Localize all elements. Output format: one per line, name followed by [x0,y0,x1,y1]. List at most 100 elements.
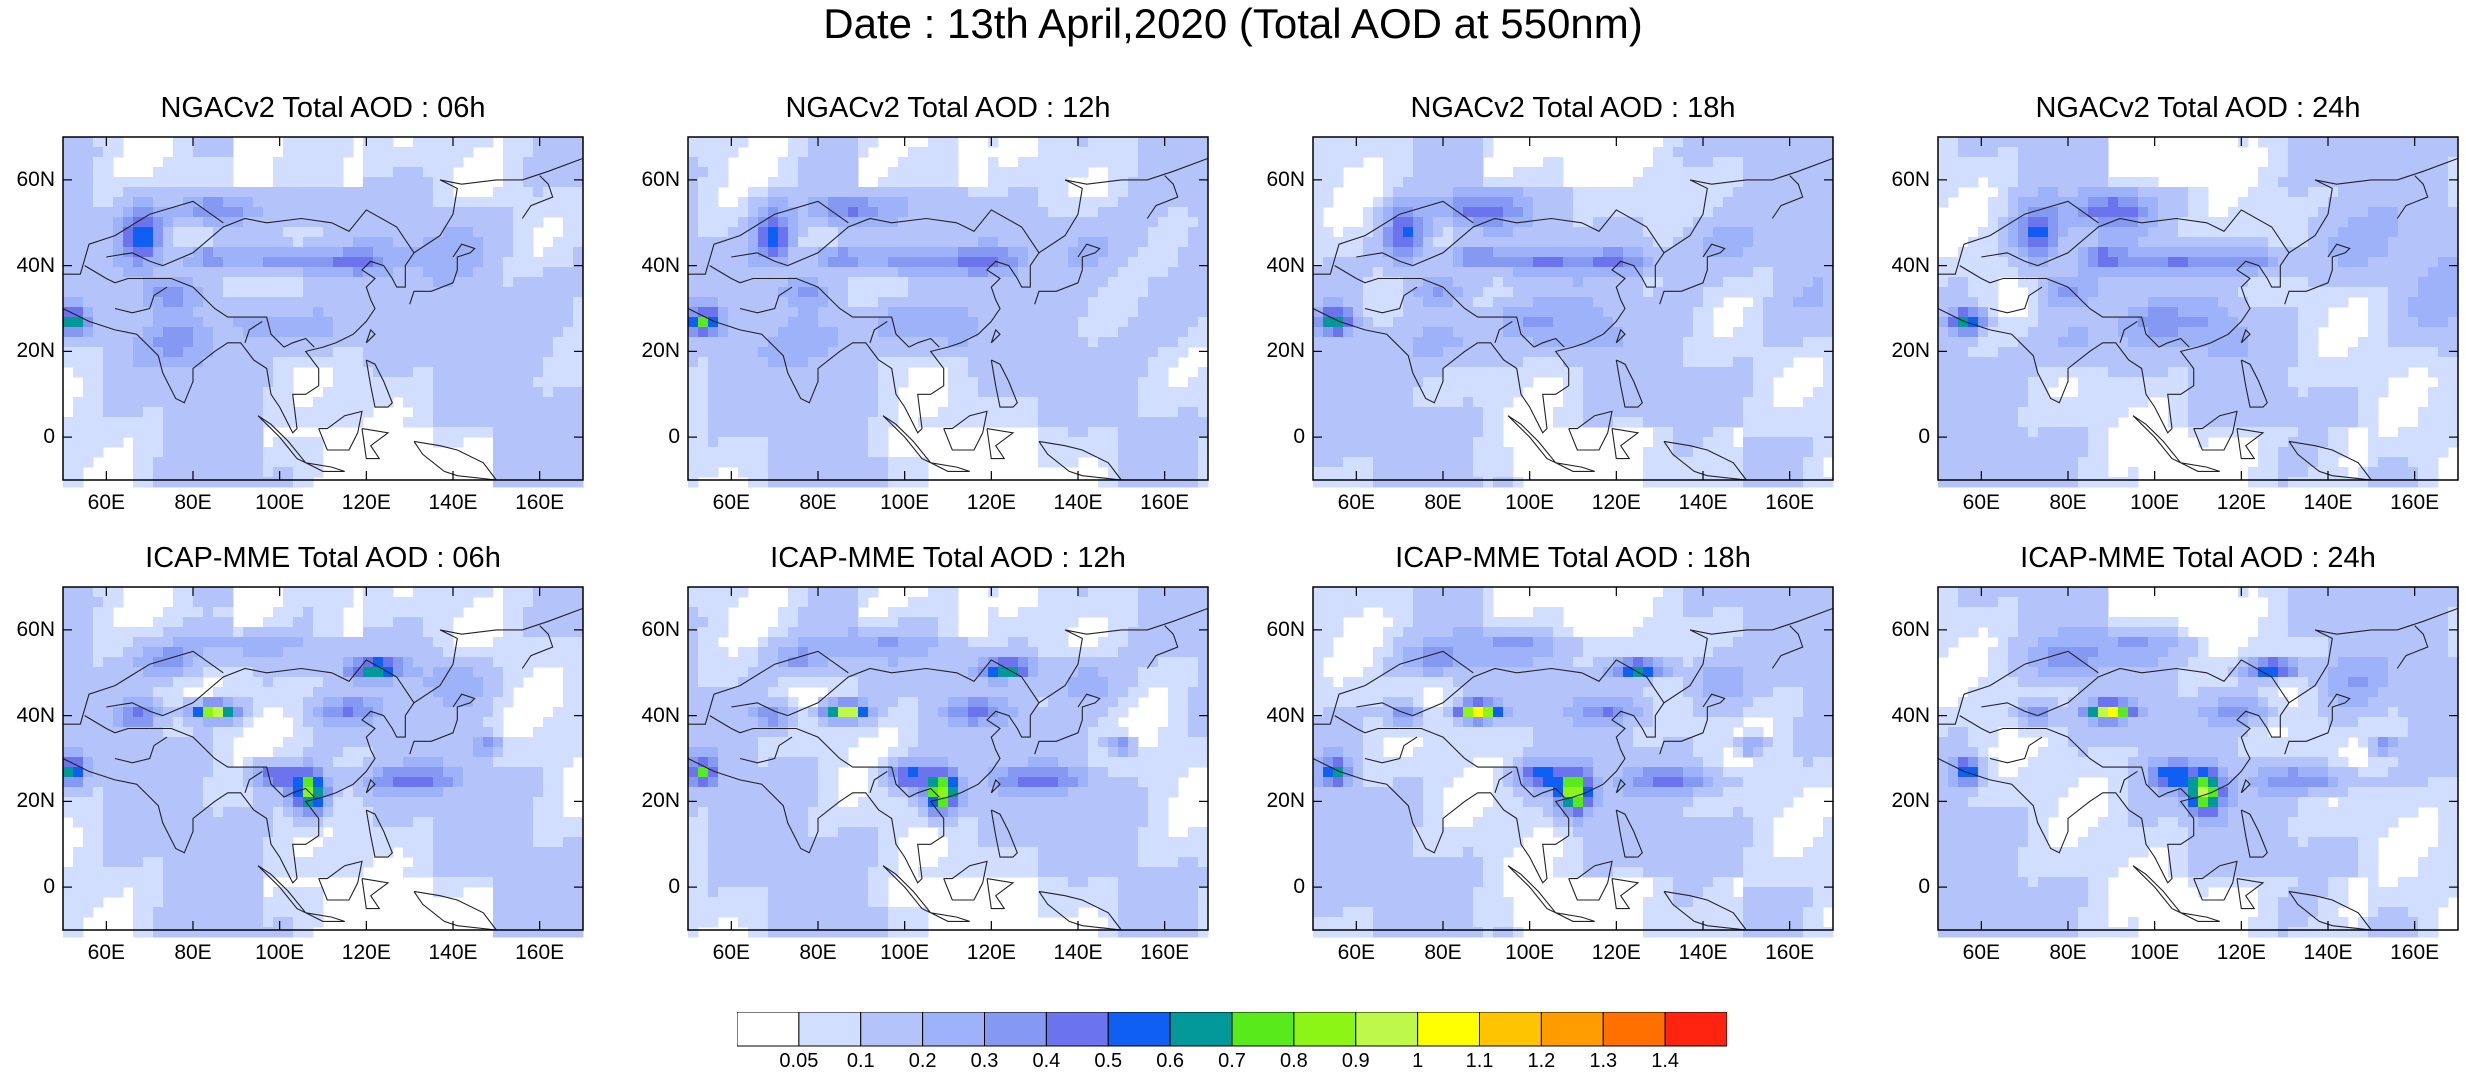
y-tick-label: 20N [1870,790,1930,812]
aod-field [1313,587,1834,938]
colorbar-label: 0.2 [893,1050,953,1072]
colorbar-label: 1.1 [1450,1050,1510,1072]
x-tick-label: 140E [1668,492,1738,514]
aod-field [1938,137,2459,488]
x-tick-label: 120E [331,492,401,514]
x-tick-label: 100E [2120,942,2190,964]
y-tick-label: 40N [0,705,55,727]
panel-title: ICAP-MME Total AOD : 12h [648,542,1248,574]
x-tick-label: 100E [1495,942,1565,964]
y-tick-label: 40N [1870,255,1930,277]
x-tick-label: 100E [2120,492,2190,514]
y-tick-label: 60N [1870,169,1930,191]
x-tick-label: 100E [245,942,315,964]
y-tick-label: 60N [1245,619,1305,641]
x-tick-label: 140E [418,492,488,514]
colorbar-label: 1.4 [1635,1050,1695,1072]
x-tick-label: 140E [1668,942,1738,964]
y-tick-label: 0 [1870,876,1930,898]
x-tick-label: 60E [1946,942,2016,964]
panel-title: NGACv2 Total AOD : 18h [1273,92,1873,124]
x-tick-label: 120E [1581,492,1651,514]
aod-map [1313,587,1833,930]
aod-map [1313,137,1833,480]
x-tick-label: 160E [1755,492,1825,514]
y-tick-label: 40N [1870,705,1930,727]
x-tick-label: 80E [2033,942,2103,964]
x-tick-label: 100E [1495,492,1565,514]
colorbar-swatch [1480,1012,1542,1046]
colorbar-swatch [1603,1012,1665,1046]
x-tick-label: 120E [2206,942,2276,964]
panel-title: ICAP-MME Total AOD : 06h [23,542,623,574]
panel-title: NGACv2 Total AOD : 06h [23,92,623,124]
colorbar-swatch [1232,1012,1294,1046]
y-tick-label: 0 [620,426,680,448]
colorbar-swatch [799,1012,861,1046]
aod-field [1938,587,2459,938]
colorbar-swatch [985,1012,1047,1046]
y-tick-label: 0 [0,876,55,898]
y-tick-label: 40N [0,255,55,277]
y-tick-label: 20N [1870,340,1930,362]
aod-colorbar [737,1012,1727,1048]
x-tick-label: 100E [870,492,940,514]
colorbar-swatch [1541,1012,1603,1046]
x-tick-label: 160E [505,492,575,514]
panel-title: ICAP-MME Total AOD : 18h [1273,542,1873,574]
x-tick-label: 140E [1043,492,1113,514]
colorbar-label: 1 [1388,1050,1448,1072]
aod-map [1938,587,2458,930]
y-tick-label: 20N [0,340,55,362]
x-tick-label: 160E [505,942,575,964]
aod-field [688,137,1209,488]
x-tick-label: 80E [158,942,228,964]
colorbar-label: 0.6 [1140,1050,1200,1072]
panel-title: ICAP-MME Total AOD : 24h [1898,542,2466,574]
x-tick-label: 160E [2380,942,2450,964]
colorbar-swatch [1418,1012,1480,1046]
y-tick-label: 60N [0,619,55,641]
x-tick-label: 60E [71,492,141,514]
figure-title: Date : 13th April,2020 (Total AOD at 550… [0,2,2466,46]
y-tick-label: 20N [0,790,55,812]
y-tick-label: 0 [1245,426,1305,448]
y-tick-label: 0 [620,876,680,898]
y-tick-label: 0 [0,426,55,448]
panel-title: NGACv2 Total AOD : 12h [648,92,1248,124]
colorbar-label: 0.7 [1202,1050,1262,1072]
aod-map [63,587,583,930]
y-tick-label: 60N [1870,619,1930,641]
y-tick-label: 20N [1245,340,1305,362]
y-tick-label: 40N [1245,255,1305,277]
x-tick-label: 80E [158,492,228,514]
x-tick-label: 80E [1408,492,1478,514]
y-tick-label: 60N [620,169,680,191]
x-tick-label: 160E [1130,942,1200,964]
y-tick-label: 60N [620,619,680,641]
x-tick-label: 120E [2206,492,2276,514]
x-tick-label: 60E [71,942,141,964]
colorbar-swatch [1294,1012,1356,1046]
x-tick-label: 140E [2293,492,2363,514]
colorbar-swatch [1356,1012,1418,1046]
aod-field [63,587,584,938]
colorbar-swatch [737,1012,799,1046]
aod-map [1938,137,2458,480]
x-tick-label: 60E [696,492,766,514]
aod-map [688,137,1208,480]
colorbar-swatch [1108,1012,1170,1046]
aod-field [688,587,1209,938]
colorbar-swatch [1170,1012,1232,1046]
y-tick-label: 40N [1245,705,1305,727]
x-tick-label: 80E [1408,942,1478,964]
x-tick-label: 60E [696,942,766,964]
colorbar-label: 0.8 [1264,1050,1324,1072]
aod-map [63,137,583,480]
x-tick-label: 140E [2293,942,2363,964]
x-tick-label: 60E [1321,492,1391,514]
colorbar-label: 0.4 [1016,1050,1076,1072]
aod-field [1313,137,1834,488]
panel-title: NGACv2 Total AOD : 24h [1898,92,2466,124]
x-tick-label: 160E [1755,942,1825,964]
